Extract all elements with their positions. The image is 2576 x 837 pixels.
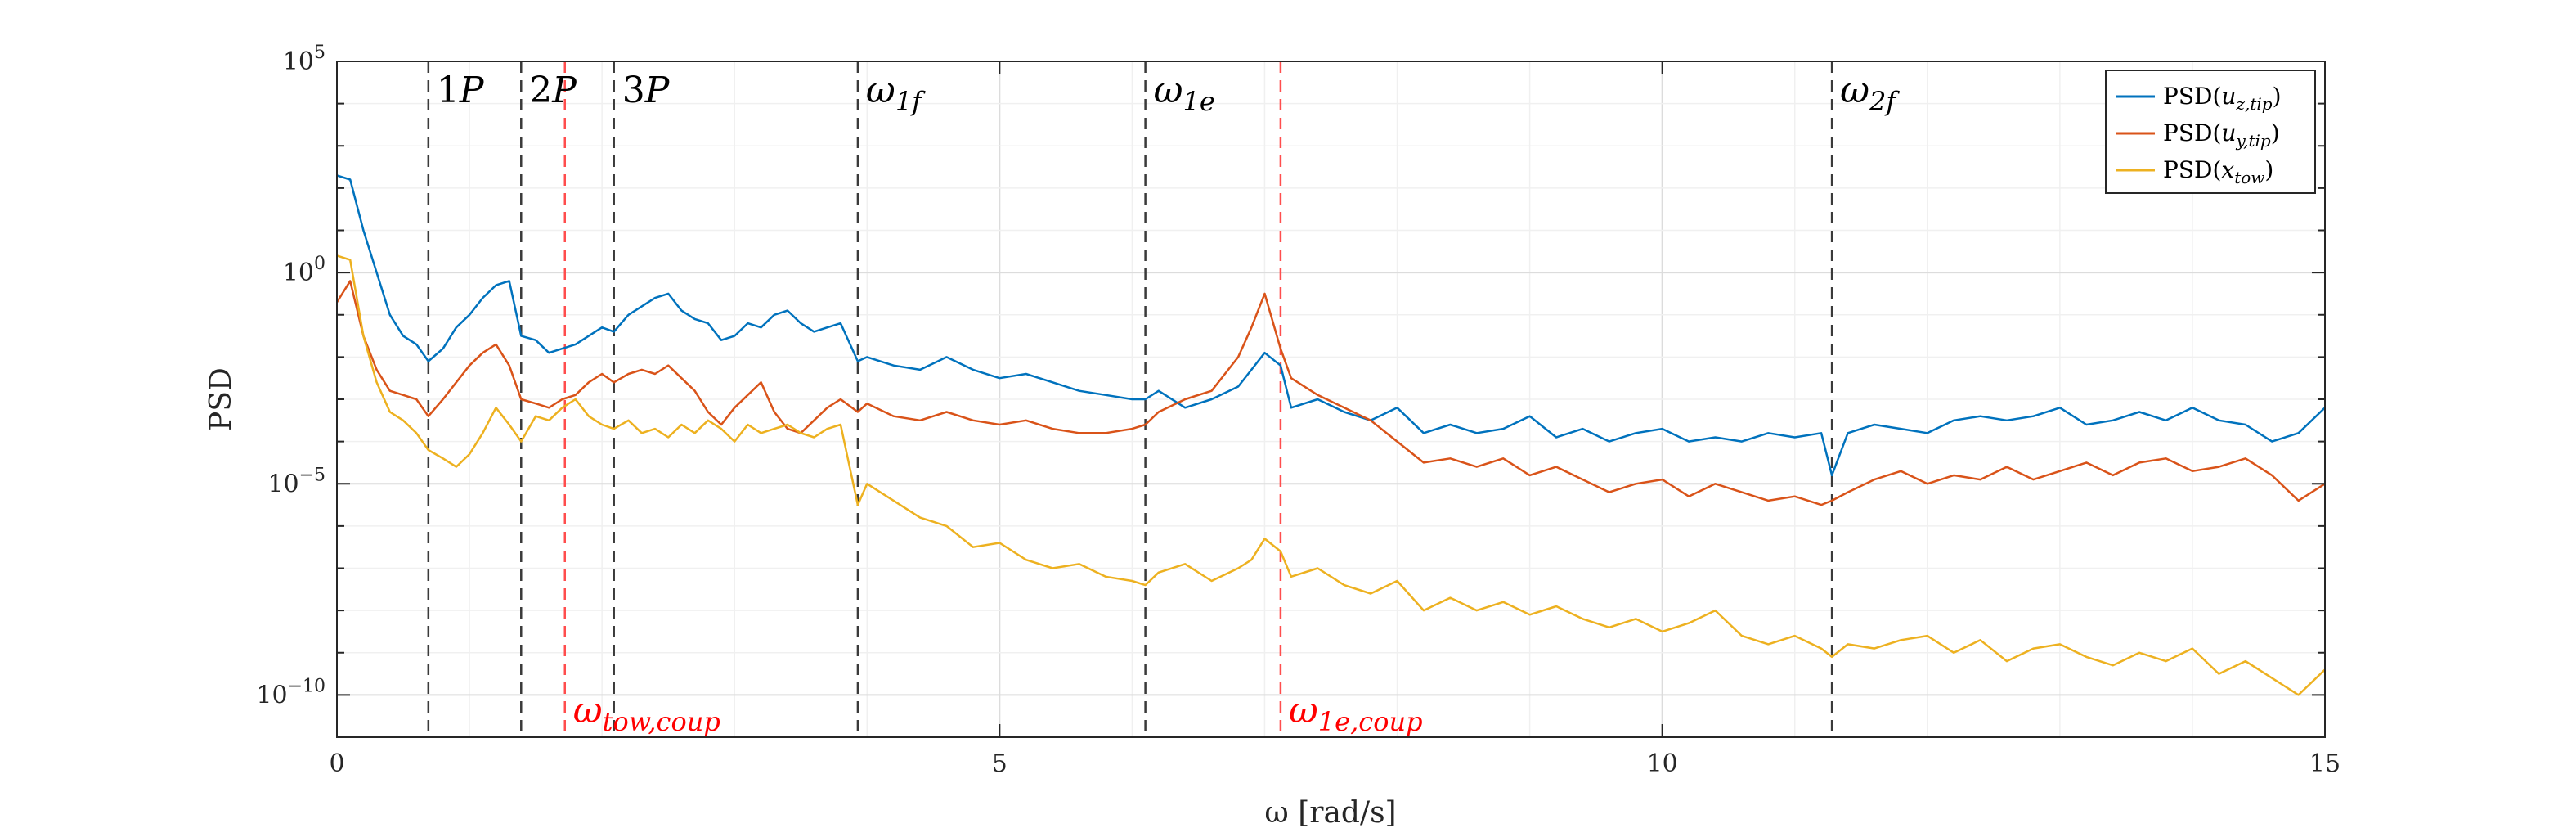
legend-box: [2105, 70, 2316, 194]
y-tick-label: 10−5: [267, 465, 325, 498]
legend: PSD(uz,tip) PSD(uy,tip) PSD(xtow): [2105, 70, 2316, 194]
x-tick-label: 10: [1647, 749, 1678, 778]
marker-label: ω1f: [866, 70, 926, 117]
y-axis-ticks: 105 100 10−5 10−10: [256, 43, 2325, 738]
y-tick-label: 100: [283, 254, 325, 287]
marker-label: ωtow,coup: [573, 690, 720, 737]
series-line-2: [337, 280, 2325, 506]
legend-label: PSD(uy,tip): [2163, 119, 2280, 151]
x-axis-label: ω [rad/s]: [1264, 796, 1396, 830]
y-axis-label: PSD: [204, 367, 238, 431]
marker-label: 1P: [437, 70, 485, 111]
marker-label: ω2f: [1840, 70, 1900, 117]
data-series: [337, 174, 2325, 696]
vertical-marker-labels: 1P 2P ωtow,coup 3P ω1f ω1e ω1e,coup ω2f: [437, 70, 1901, 737]
marker-label: ω1e: [1154, 70, 1215, 117]
series-line-1: [337, 174, 2325, 477]
grid: [337, 61, 2325, 738]
legend-label: PSD(uz,tip): [2163, 83, 2282, 114]
marker-label: 3P: [622, 70, 671, 111]
x-axis-ticks: 0 5 10 15: [329, 61, 2340, 778]
y-tick-label: 10−10: [256, 676, 325, 709]
marker-label: 2P: [529, 70, 577, 111]
marker-label: ω1e,coup: [1289, 690, 1423, 737]
series-line-3: [337, 254, 2325, 696]
x-tick-label: 0: [329, 749, 344, 778]
x-tick-label: 5: [992, 749, 1008, 778]
legend-label: PSD(xtow): [2163, 156, 2273, 187]
y-tick-label: 105: [283, 43, 325, 76]
x-tick-label: 15: [2309, 749, 2340, 778]
